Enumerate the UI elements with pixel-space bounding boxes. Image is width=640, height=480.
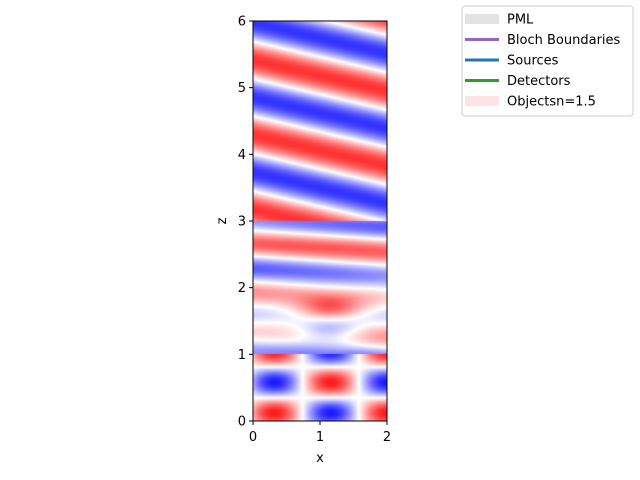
x-tick-label: 1 (316, 430, 324, 445)
x-tick-label: 0 (249, 430, 257, 445)
y-tick-label: 2 (238, 281, 246, 296)
y-tick-label: 0 (238, 415, 246, 430)
y-tick-label: 5 (238, 81, 246, 96)
x-axis-label: x (316, 451, 324, 466)
field-image (253, 21, 387, 421)
y-axis-label: z (215, 217, 230, 224)
plot-area (252, 20, 388, 422)
legend-label: Detectors (507, 74, 571, 89)
y-tick-label: 6 (238, 15, 246, 30)
field-heatmap (253, 21, 387, 421)
y-tick-label: 4 (238, 148, 246, 163)
legend-swatch (465, 96, 499, 106)
x-tick-label: 2 (383, 430, 391, 445)
legend-frame (461, 5, 634, 117)
legend-label: Objectsn=1.5 (507, 95, 596, 110)
y-axis-ticks: 0 1 2 3 4 5 6 (238, 15, 253, 430)
legend-label: Sources (507, 54, 559, 69)
y-tick-label: 3 (238, 215, 246, 230)
legend: PML Bloch Boundaries Sources Detectors Objec… (461, 5, 634, 117)
legend-swatch (465, 14, 499, 24)
legend-label: PML (507, 13, 534, 28)
legend-label: Bloch Boundaries (507, 33, 621, 48)
x-axis-ticks: 0 1 2 (249, 421, 391, 445)
y-tick-label: 1 (238, 348, 246, 363)
